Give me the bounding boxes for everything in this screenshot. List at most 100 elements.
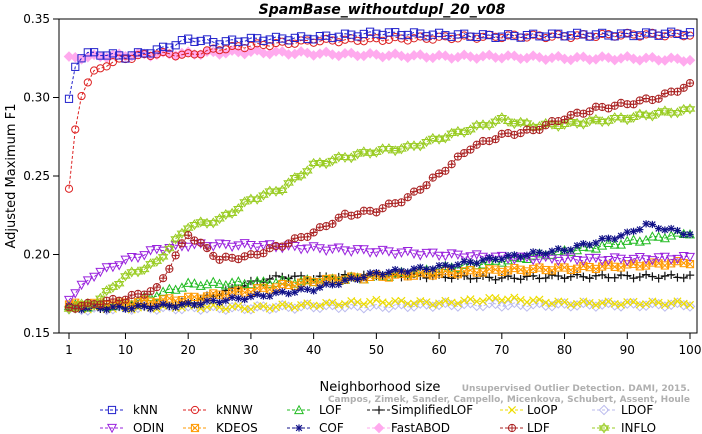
data-point	[365, 206, 375, 215]
data-point	[322, 280, 330, 288]
data-point	[315, 223, 325, 232]
data-point	[247, 292, 255, 301]
data-point	[372, 295, 381, 304]
data-point	[71, 125, 80, 134]
data-point	[679, 273, 688, 283]
data-point	[372, 208, 381, 217]
data-point	[429, 265, 437, 273]
data-point	[378, 204, 387, 213]
data-point	[629, 297, 638, 306]
data-point	[554, 29, 563, 38]
data-point	[529, 248, 537, 256]
data-point	[82, 276, 93, 286]
data-point	[673, 29, 682, 39]
x-tick-label: 40	[306, 343, 321, 357]
data-point	[410, 265, 418, 273]
data-point	[528, 256, 539, 266]
data-point	[459, 259, 470, 269]
data-point	[108, 49, 118, 58]
data-point	[151, 291, 162, 301]
data-point	[221, 305, 230, 314]
data-point	[297, 300, 306, 310]
data-point	[472, 274, 481, 283]
x-tick-label: 30	[243, 343, 258, 357]
data-point	[590, 301, 602, 312]
data-point	[535, 249, 544, 257]
series-line	[68, 108, 691, 310]
data-point	[402, 246, 413, 257]
data-point	[684, 103, 696, 115]
data-point	[352, 245, 363, 255]
watermark-line-1: Unsupervised Outlier Detection. DAMI, 20…	[462, 384, 690, 394]
data-point	[585, 107, 594, 116]
data-point	[447, 32, 456, 41]
data-point	[466, 145, 475, 154]
legend-item-loop: LoOP	[500, 403, 558, 417]
data-point	[347, 297, 356, 306]
data-point	[203, 297, 211, 305]
x-tick-label: 80	[557, 343, 572, 357]
data-point	[510, 251, 518, 259]
data-point	[327, 299, 338, 311]
data-point	[196, 36, 205, 46]
data-point	[641, 94, 651, 103]
x-tick-label: 70	[494, 343, 509, 357]
data-point	[448, 263, 456, 271]
data-point	[441, 296, 450, 305]
data-point	[196, 238, 205, 247]
data-point	[114, 261, 125, 271]
data-point	[598, 298, 607, 307]
data-point	[359, 29, 368, 39]
data-point	[252, 243, 263, 253]
data-point	[490, 298, 501, 310]
data-point	[623, 298, 632, 307]
data-point	[278, 34, 287, 43]
data-point	[485, 254, 493, 262]
data-point	[592, 239, 600, 247]
data-point	[654, 274, 663, 283]
data-point	[440, 251, 451, 262]
data-point	[171, 251, 180, 260]
data-point	[585, 274, 594, 283]
data-point	[447, 298, 456, 307]
data-point	[435, 261, 443, 270]
data-point	[109, 303, 117, 311]
data-point	[554, 245, 562, 253]
data-point	[132, 253, 144, 264]
data-point	[258, 189, 269, 201]
data-point	[157, 251, 169, 263]
data-point	[341, 276, 349, 284]
data-point	[227, 41, 237, 51]
data-point	[441, 166, 450, 175]
data-point	[510, 293, 519, 302]
data-point	[315, 32, 325, 41]
data-point	[201, 302, 213, 314]
data-point	[621, 51, 633, 62]
data-point	[108, 57, 118, 67]
data-point	[672, 254, 683, 265]
data-point	[485, 30, 494, 40]
data-point	[233, 300, 244, 312]
data-point	[541, 32, 550, 41]
data-point	[647, 231, 658, 241]
data-point	[673, 297, 682, 306]
data-point	[152, 45, 161, 54]
data-point	[353, 36, 362, 45]
data-point	[414, 140, 426, 152]
data-point	[479, 256, 487, 264]
data-point	[623, 271, 632, 280]
data-point	[503, 128, 513, 138]
data-point	[647, 256, 658, 266]
data-point	[679, 299, 688, 308]
data-point	[89, 272, 100, 283]
data-point	[572, 270, 582, 279]
data-point	[598, 28, 607, 37]
data-point	[215, 298, 224, 307]
data-point	[667, 27, 676, 36]
data-point	[628, 234, 639, 244]
data-point	[152, 283, 161, 292]
data-point	[95, 267, 106, 278]
data-point	[391, 33, 400, 42]
data-point	[416, 29, 425, 38]
data-point	[496, 301, 508, 312]
